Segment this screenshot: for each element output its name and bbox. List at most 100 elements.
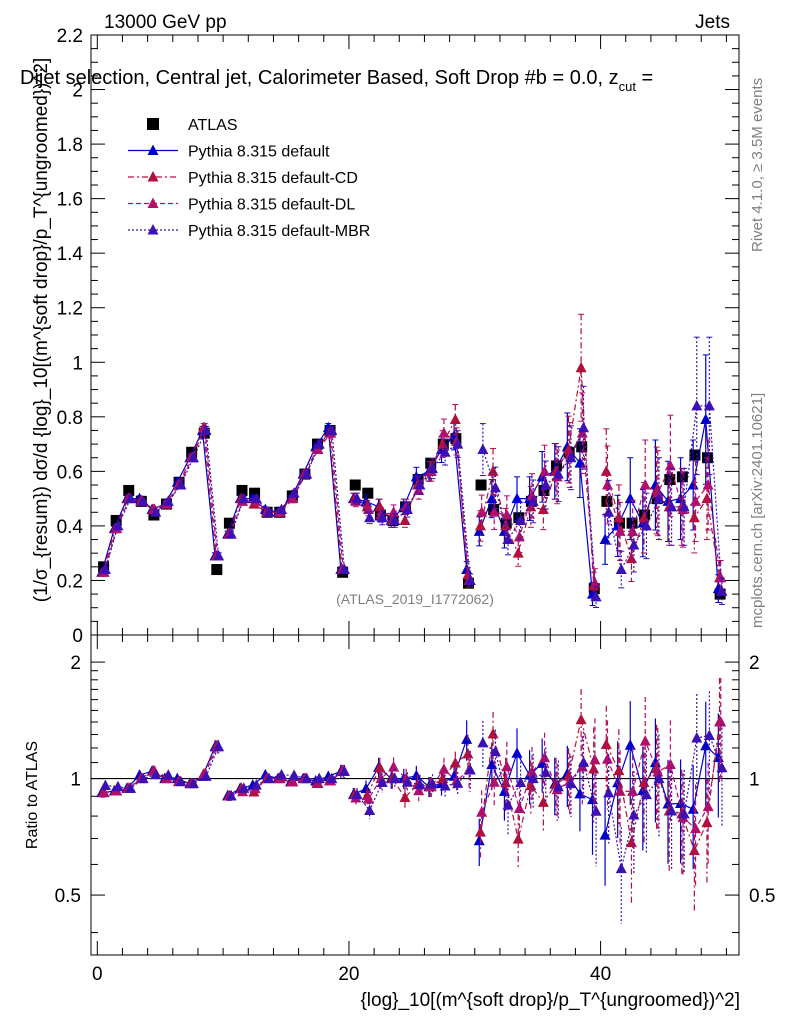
ratio-point (464, 763, 476, 775)
ratio-point (439, 779, 451, 791)
atlas-point (475, 479, 487, 491)
ratio-point (666, 804, 678, 816)
ratio-point (389, 772, 401, 784)
ratio-point (437, 772, 449, 784)
ratio-axis-label: Ratio to ATLAS (24, 741, 41, 849)
data-point (250, 492, 262, 504)
data-point (486, 492, 498, 504)
data-point (687, 479, 699, 490)
ratio-point (288, 769, 300, 780)
data-point (515, 514, 527, 525)
ratio-point (414, 778, 426, 790)
data-point (640, 519, 652, 531)
data-point (200, 424, 212, 435)
ratio-point (589, 753, 601, 765)
ratio-point (388, 760, 400, 772)
ratio-point (511, 747, 523, 758)
ratio-point (276, 768, 288, 780)
data-point (338, 563, 350, 575)
series-line (479, 367, 595, 586)
ratio-y-tick-label-right: 2 (749, 653, 760, 674)
data-point (476, 506, 488, 517)
data-point (565, 451, 577, 463)
plot-title-tail: = (636, 67, 653, 89)
data-point (238, 492, 250, 504)
ratio-point (150, 768, 162, 780)
ratio-y-tick-label-right: 0.5 (749, 886, 775, 907)
data-point (691, 399, 703, 411)
ratio-point (678, 807, 690, 819)
ratio-panel-frame (90, 634, 740, 956)
ratio-point (690, 822, 702, 834)
ratio-point (653, 772, 665, 784)
ratio-point (225, 789, 237, 801)
atlas-point (538, 484, 550, 496)
ratio-point (539, 751, 551, 763)
data-point (678, 500, 690, 512)
atlas-point (249, 487, 261, 499)
ratio-point (715, 716, 727, 727)
ratio-point (399, 791, 411, 802)
plot-title: Dijet selection, Central jet, Calorimete… (20, 67, 653, 94)
series-line (229, 431, 344, 570)
ratio-point (326, 772, 338, 784)
ratio-line (355, 766, 470, 800)
ratio-point (513, 802, 525, 813)
data-point (603, 506, 615, 517)
data-point (473, 525, 485, 536)
data-point (477, 443, 489, 455)
ratio-point (527, 772, 539, 784)
data-point (501, 509, 513, 520)
data-point (527, 495, 539, 506)
ratio-point (703, 729, 715, 740)
ratio-point (603, 786, 615, 798)
series-line (604, 419, 719, 589)
ratio-point (701, 816, 713, 828)
ratio-point (98, 786, 110, 798)
y-axis-label-text: (1/σ_{resum}) dσ/d {log}_10[(m^{soft dro… (31, 58, 52, 603)
ratio-point (628, 809, 640, 820)
ratio-point (125, 782, 137, 793)
ratio-point (401, 776, 413, 787)
data-point (414, 479, 426, 490)
ratio-point (462, 747, 474, 759)
legend-label: Pythia 8.315 default-DL (188, 197, 355, 214)
ratio-point (588, 762, 600, 774)
data-point (702, 479, 714, 490)
data-point (474, 519, 486, 531)
series-4-top (99, 336, 728, 609)
data-point (439, 446, 451, 457)
series-line (608, 405, 723, 592)
data-point (639, 479, 651, 490)
y-tick-label: 1 (72, 353, 83, 374)
ratio-point (600, 738, 612, 750)
ratio-point (575, 713, 587, 725)
ratio-point (250, 779, 262, 790)
data-point (162, 495, 174, 506)
data-point (614, 525, 626, 536)
y-tick-label: 1.6 (57, 190, 83, 211)
ratio-point (438, 763, 450, 774)
ratio-point (590, 805, 602, 816)
rivet-label: Rivet 4.1.0, ≥ 3.5M events (749, 78, 766, 252)
data-point (389, 514, 401, 525)
ratio-point (640, 788, 652, 800)
ratio-line (230, 770, 345, 797)
data-point (500, 519, 512, 531)
data-point (628, 539, 640, 550)
data-point (99, 563, 111, 575)
series-line (605, 471, 721, 578)
data-point (137, 495, 149, 506)
ratio-point (662, 797, 674, 809)
ratio-line (605, 721, 721, 853)
energy-label: 13000 GeV pp (104, 12, 227, 33)
ratio-point (112, 780, 124, 792)
x-tick-label: 0 (92, 964, 103, 985)
ratio-point (461, 733, 473, 744)
data-point (578, 421, 590, 433)
atlas-point (362, 487, 374, 499)
legend: ATLAS Pythia 8.315 default Pythia 8.315 de… (128, 117, 370, 240)
data-point (666, 500, 678, 512)
data-point (700, 413, 712, 425)
legend-label: Pythia 8.315 default-MBR (188, 223, 370, 240)
